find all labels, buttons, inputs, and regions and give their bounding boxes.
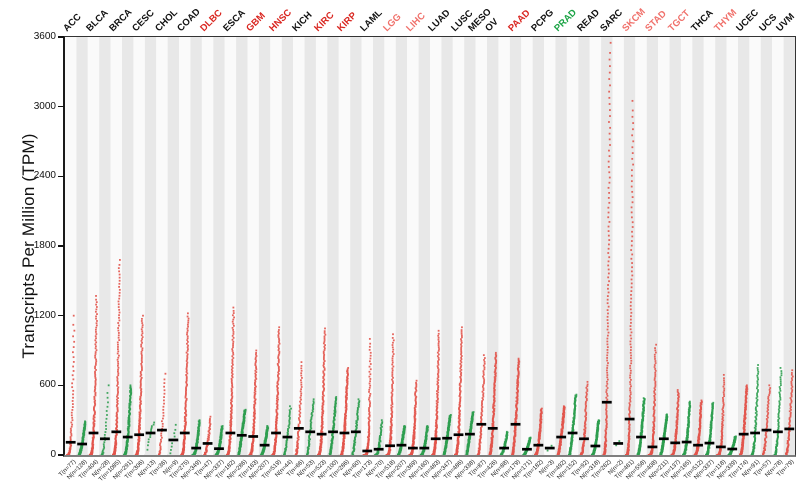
cancer-type-label-hnsc: HNSC bbox=[266, 7, 294, 35]
cancer-type-label-lihc: LIHC bbox=[403, 10, 428, 35]
y-tick-mark bbox=[58, 105, 64, 108]
cancer-type-label-gbm: GBM bbox=[244, 10, 268, 35]
cancer-type-label-kirc: KIRC bbox=[312, 9, 337, 35]
cancer-type-label-chol: CHOL bbox=[152, 7, 180, 35]
cancer-type-label-read: READ bbox=[574, 7, 602, 35]
y-tick-label: 600 bbox=[39, 379, 56, 391]
cancer-type-label-esca: ESCA bbox=[221, 7, 248, 34]
y-tick-label: 0 bbox=[50, 449, 56, 460]
y-tick-mark bbox=[58, 454, 64, 456]
cancer-type-label-coad: COAD bbox=[175, 6, 204, 35]
cancer-type-label-acc: ACC bbox=[61, 11, 84, 34]
y-tick-label: 2400 bbox=[33, 170, 56, 182]
y-tick-mark bbox=[58, 314, 64, 317]
cancer-type-label-prad: PRAD bbox=[552, 7, 579, 35]
cancer-type-label-cesc: CESC bbox=[130, 7, 157, 34]
y-tick-mark bbox=[58, 245, 64, 247]
y-tick-label: 3000 bbox=[33, 100, 56, 112]
cancer-type-label-paad: PAAD bbox=[506, 7, 533, 35]
y-tick-label: 1200 bbox=[33, 309, 56, 321]
cancer-type-label-uvm: UVM bbox=[774, 11, 798, 34]
cancer-type-label-pcpg: PCPG bbox=[529, 7, 557, 34]
expression-dot-plot bbox=[65, 37, 795, 455]
y-tick-mark bbox=[58, 36, 64, 38]
y-tick-label: 1800 bbox=[33, 240, 56, 251]
cancer-type-label-brca: BRCA bbox=[107, 6, 135, 35]
cancer-type-label-dlbc: DLBC bbox=[198, 7, 225, 35]
cancer-type-label-tgct: TGCT bbox=[666, 7, 693, 35]
cancer-type-label-sarc: SARC bbox=[597, 7, 625, 35]
cancer-type-label-laml: LAML bbox=[358, 7, 385, 35]
cancer-type-label-blca: BLCA bbox=[84, 7, 111, 35]
cancer-type-label-stad: STAD bbox=[643, 8, 669, 34]
cancer-type-label-luad: LUAD bbox=[426, 7, 454, 35]
y-tick-mark bbox=[58, 175, 64, 178]
cancer-type-label-skcm: SKCM bbox=[620, 6, 649, 35]
cancer-type-label-kirp: KIRP bbox=[335, 10, 360, 34]
cancer-type-label-lgg: LGG bbox=[381, 11, 404, 34]
cancer-type-label-ucec: UCEC bbox=[734, 7, 762, 35]
y-tick-label: 3600 bbox=[33, 31, 56, 42]
cancer-type-label-thym: THYM bbox=[711, 7, 739, 35]
y-tick-mark bbox=[58, 384, 64, 387]
cancer-type-label-thca: THCA bbox=[688, 7, 716, 35]
